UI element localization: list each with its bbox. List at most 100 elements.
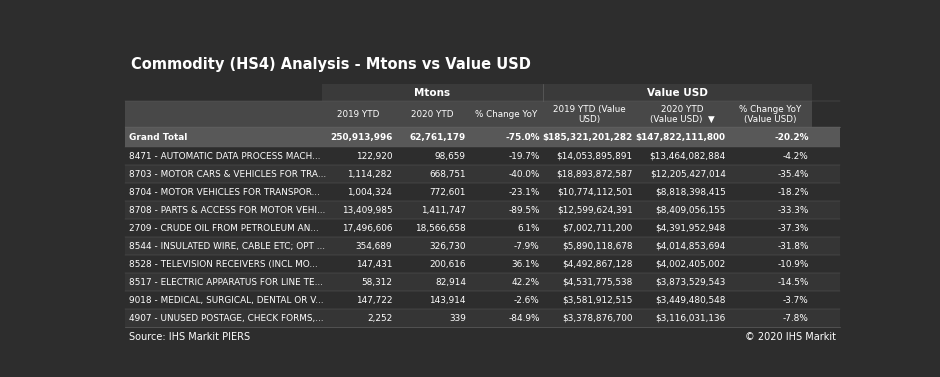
Text: -3.7%: -3.7%: [783, 296, 808, 305]
Text: 82,914: 82,914: [435, 277, 466, 287]
Text: $185,321,201,282: $185,321,201,282: [542, 133, 633, 142]
Text: 339: 339: [449, 314, 466, 323]
Text: -40.0%: -40.0%: [509, 170, 540, 179]
Text: 62,761,179: 62,761,179: [410, 133, 466, 142]
Bar: [635, 101, 728, 127]
Text: -4.2%: -4.2%: [783, 152, 808, 161]
Text: $3,873,529,543: $3,873,529,543: [655, 277, 726, 287]
Text: 2709 - CRUDE OIL FROM PETROLEUM AN...: 2709 - CRUDE OIL FROM PETROLEUM AN...: [129, 224, 319, 233]
Bar: [125, 101, 321, 127]
Text: 8704 - MOTOR VEHICLES FOR TRANSPOR...: 8704 - MOTOR VEHICLES FOR TRANSPOR...: [129, 188, 320, 197]
Text: 668,751: 668,751: [430, 170, 466, 179]
Text: Commodity (HS4) Analysis - Mtons vs Value USD: Commodity (HS4) Analysis - Mtons vs Valu…: [131, 57, 530, 72]
Text: % Change YoY: % Change YoY: [475, 110, 537, 119]
Text: 2020 YTD
(Value USD)  ▼: 2020 YTD (Value USD) ▼: [650, 105, 714, 124]
Text: $3,449,480,548: $3,449,480,548: [655, 296, 726, 305]
Text: -10.9%: -10.9%: [777, 260, 808, 269]
Text: Grand Total: Grand Total: [129, 133, 188, 142]
Text: $4,014,853,694: $4,014,853,694: [655, 242, 726, 251]
Bar: [542, 101, 635, 127]
Text: 18,566,658: 18,566,658: [415, 224, 466, 233]
Bar: [125, 84, 321, 101]
Bar: [125, 291, 840, 309]
Text: -14.5%: -14.5%: [777, 277, 808, 287]
Text: -84.9%: -84.9%: [509, 314, 540, 323]
Text: 2019 YTD: 2019 YTD: [337, 110, 380, 119]
Text: 8471 - AUTOMATIC DATA PROCESS MACH...: 8471 - AUTOMATIC DATA PROCESS MACH...: [129, 152, 321, 161]
Text: $4,492,867,128: $4,492,867,128: [562, 260, 633, 269]
Text: Source: IHS Markit PIERS: Source: IHS Markit PIERS: [129, 332, 250, 342]
Text: $4,002,405,002: $4,002,405,002: [655, 260, 726, 269]
Text: $7,002,711,200: $7,002,711,200: [562, 224, 633, 233]
Text: 2020 YTD: 2020 YTD: [411, 110, 453, 119]
Text: 1,004,324: 1,004,324: [348, 188, 392, 197]
Text: $18,893,872,587: $18,893,872,587: [556, 170, 633, 179]
Text: -75.0%: -75.0%: [505, 133, 540, 142]
Text: $4,531,775,538: $4,531,775,538: [562, 277, 633, 287]
Bar: [125, 201, 840, 219]
Text: -37.3%: -37.3%: [777, 224, 808, 233]
Text: 2019 YTD (Value
USD): 2019 YTD (Value USD): [553, 105, 625, 124]
Text: Mtons: Mtons: [414, 88, 450, 98]
Bar: [469, 101, 542, 127]
Bar: [125, 309, 840, 327]
Text: 147,431: 147,431: [355, 260, 392, 269]
Text: $5,890,118,678: $5,890,118,678: [562, 242, 633, 251]
Text: Value USD: Value USD: [647, 88, 708, 98]
Text: $4,391,952,948: $4,391,952,948: [655, 224, 726, 233]
Text: $13,464,082,884: $13,464,082,884: [650, 152, 726, 161]
Bar: [125, 273, 840, 291]
Text: $3,378,876,700: $3,378,876,700: [562, 314, 633, 323]
Text: 36.1%: 36.1%: [511, 260, 540, 269]
Text: 98,659: 98,659: [435, 152, 466, 161]
Text: 1,114,282: 1,114,282: [347, 170, 392, 179]
Text: $12,599,624,391: $12,599,624,391: [556, 205, 633, 215]
Bar: [125, 183, 840, 201]
Text: © 2020 IHS Markit: © 2020 IHS Markit: [744, 332, 836, 342]
Text: -23.1%: -23.1%: [509, 188, 540, 197]
Text: $12,205,427,014: $12,205,427,014: [650, 170, 726, 179]
Text: -7.9%: -7.9%: [514, 242, 540, 251]
Text: 122,920: 122,920: [355, 152, 392, 161]
Bar: [728, 101, 811, 127]
Bar: [125, 165, 840, 183]
Bar: [395, 101, 469, 127]
Text: 8544 - INSULATED WIRE, CABLE ETC; OPT ...: 8544 - INSULATED WIRE, CABLE ETC; OPT ..…: [129, 242, 325, 251]
Text: 2,252: 2,252: [367, 314, 392, 323]
Text: $8,409,056,155: $8,409,056,155: [655, 205, 726, 215]
Text: $3,116,031,136: $3,116,031,136: [655, 314, 726, 323]
Text: % Change YoY
(Value USD): % Change YoY (Value USD): [739, 105, 801, 124]
Text: -7.8%: -7.8%: [783, 314, 808, 323]
Text: -89.5%: -89.5%: [509, 205, 540, 215]
Text: $8,818,398,415: $8,818,398,415: [655, 188, 726, 197]
Text: 13,409,985: 13,409,985: [341, 205, 392, 215]
Text: 42.2%: 42.2%: [511, 277, 540, 287]
Text: $10,774,112,501: $10,774,112,501: [556, 188, 633, 197]
Text: -35.4%: -35.4%: [777, 170, 808, 179]
Text: 8708 - PARTS & ACCESS FOR MOTOR VEHI...: 8708 - PARTS & ACCESS FOR MOTOR VEHI...: [129, 205, 325, 215]
Text: 250,913,996: 250,913,996: [330, 133, 392, 142]
Text: -18.2%: -18.2%: [777, 188, 808, 197]
Text: 8528 - TELEVISION RECEIVERS (INCL MO...: 8528 - TELEVISION RECEIVERS (INCL MO...: [129, 260, 318, 269]
Text: 58,312: 58,312: [361, 277, 392, 287]
Text: 8517 - ELECTRIC APPARATUS FOR LINE TE...: 8517 - ELECTRIC APPARATUS FOR LINE TE...: [129, 277, 323, 287]
Text: -2.6%: -2.6%: [514, 296, 540, 305]
Text: 1,411,747: 1,411,747: [421, 205, 466, 215]
Text: 147,722: 147,722: [355, 296, 392, 305]
Text: $147,822,111,800: $147,822,111,800: [635, 133, 726, 142]
Bar: [125, 255, 840, 273]
Bar: [125, 237, 840, 255]
Text: -19.7%: -19.7%: [509, 152, 540, 161]
Text: 4907 - UNUSED POSTAGE, CHECK FORMS,...: 4907 - UNUSED POSTAGE, CHECK FORMS,...: [129, 314, 323, 323]
Bar: [542, 84, 811, 101]
Text: 326,730: 326,730: [430, 242, 466, 251]
Text: 200,616: 200,616: [430, 260, 466, 269]
Text: $14,053,895,891: $14,053,895,891: [556, 152, 633, 161]
Bar: [321, 101, 395, 127]
Bar: [321, 84, 542, 101]
Text: 17,496,606: 17,496,606: [342, 224, 392, 233]
Bar: [125, 147, 840, 165]
Text: 354,689: 354,689: [355, 242, 392, 251]
Bar: [125, 219, 840, 237]
Text: 143,914: 143,914: [430, 296, 466, 305]
